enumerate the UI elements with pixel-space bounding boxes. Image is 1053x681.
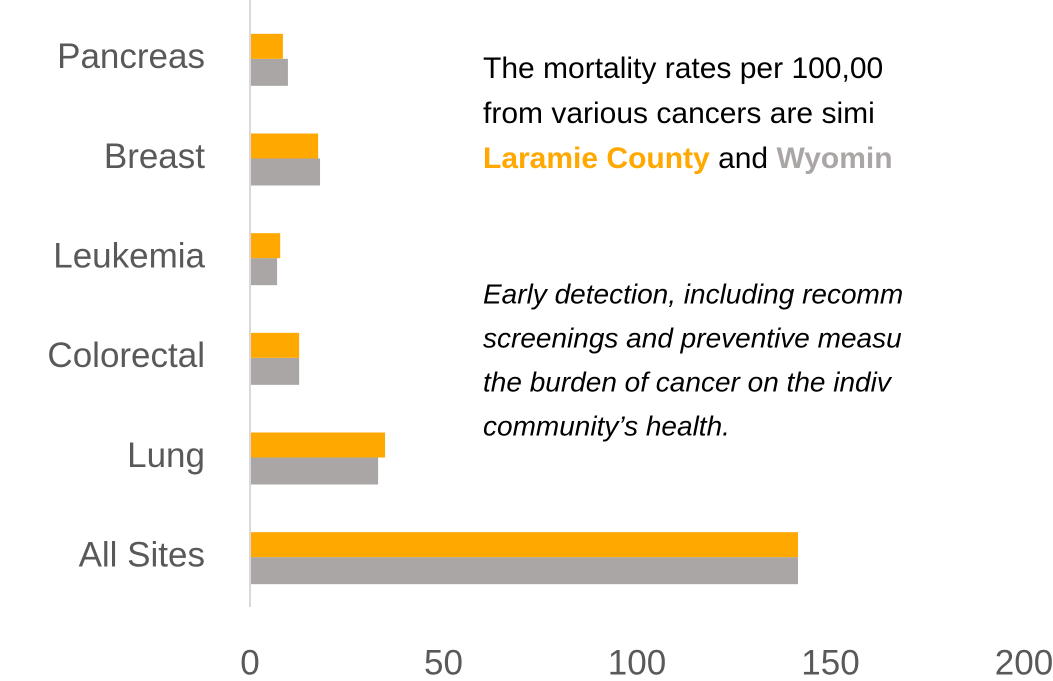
bar bbox=[250, 133, 319, 159]
italic-line: screenings and preventive measu bbox=[483, 322, 902, 353]
y-tick-label: Lung bbox=[127, 436, 205, 475]
italic-line: community’s health. bbox=[483, 410, 730, 441]
x-tick-label: 50 bbox=[424, 643, 463, 681]
bar bbox=[250, 233, 281, 259]
y-tick-label: Leukemia bbox=[53, 236, 205, 275]
x-tick-label: 150 bbox=[801, 643, 859, 681]
italic-line: the burden of cancer on the indiv bbox=[483, 366, 893, 397]
bar bbox=[250, 332, 300, 358]
annotation-line: from various cancers are simi bbox=[483, 97, 875, 130]
bar bbox=[250, 432, 386, 458]
highlight-laramie: Laramie County bbox=[483, 142, 710, 175]
bar bbox=[250, 557, 798, 585]
y-tick-label: Breast bbox=[104, 137, 205, 176]
annotation-and: and bbox=[718, 142, 768, 175]
bar bbox=[250, 58, 288, 86]
bar bbox=[250, 158, 321, 186]
x-tick-label: 0 bbox=[240, 643, 259, 681]
y-tick-label: All Sites bbox=[79, 535, 205, 574]
bar bbox=[250, 258, 278, 286]
bar bbox=[250, 457, 379, 485]
bar bbox=[250, 33, 283, 59]
annotation-line: Laramie County and Wyomin bbox=[483, 142, 893, 175]
bar bbox=[250, 532, 798, 558]
bar bbox=[250, 357, 300, 385]
x-tick-label: 100 bbox=[608, 643, 666, 681]
y-tick-label: Colorectal bbox=[47, 336, 205, 375]
y-tick-label: Pancreas bbox=[57, 37, 205, 76]
annotation-line: The mortality rates per 100,00 bbox=[483, 52, 883, 85]
highlight-wyoming: Wyomin bbox=[776, 142, 892, 175]
x-tick-label: 200 bbox=[995, 643, 1053, 681]
italic-line: Early detection, including recomm bbox=[483, 278, 903, 309]
